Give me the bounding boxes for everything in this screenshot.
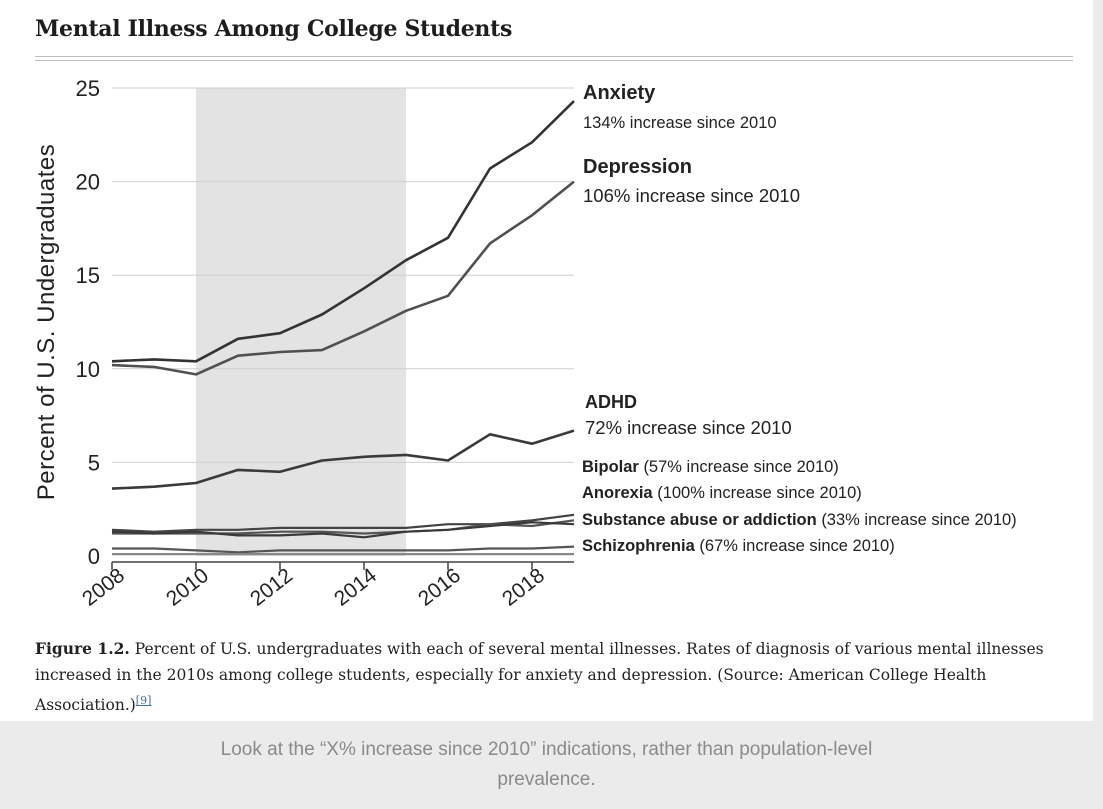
figure-card: Mental Illness Among College Students 0 5…: [0, 0, 1093, 721]
citation-link[interactable]: [9]: [135, 694, 152, 707]
shaded-period: [196, 88, 406, 556]
title-divider: [35, 56, 1073, 61]
y-tick-label: 15: [76, 263, 100, 288]
series-label-substance: Substance abuse or addiction (33% increa…: [582, 511, 1017, 529]
reader-note: Look at the “X% increase since 2010” ind…: [0, 735, 1093, 795]
y-tick-label: 0: [88, 544, 100, 569]
x-tick-label: 2016: [414, 564, 465, 611]
series-line-adhd: [111, 429, 575, 490]
x-tick-label: 2012: [246, 564, 297, 611]
series-label-adhd: ADHD: [585, 392, 637, 412]
series-line-depression: [111, 180, 575, 376]
series-label-depression: Depression: [583, 156, 692, 178]
series-annotation-anxiety: 134% increase since 2010: [583, 114, 777, 132]
caption-label: Figure 1.2.: [35, 639, 130, 658]
page-title: Mental Illness Among College Students: [35, 16, 513, 42]
y-tick-label: 20: [76, 170, 100, 195]
x-tick-label: 2010: [162, 564, 213, 611]
figure-caption: Figure 1.2. Percent of U.S. undergraduat…: [35, 636, 1065, 718]
series-label-anorexia: Anorexia (100% increase since 2010): [582, 484, 862, 502]
series-line-substance-abuse-or-addiction: [111, 521, 575, 539]
reader-note-text: Look at the “X% increase since 2010” ind…: [220, 739, 873, 790]
line-chart: 0 5 10 15 20 25 2008 2010 2012 2014 2016 2018 Perc…: [33, 76, 1017, 611]
y-tick-label: 10: [76, 357, 100, 382]
series-annotation-depression: 106% increase since 2010: [583, 185, 800, 206]
series-label-bipolar: Bipolar (57% increase since 2010): [582, 458, 839, 476]
series-line-schizophrenia: [112, 545, 575, 554]
x-tick-label: 2014: [330, 564, 381, 611]
series-line-anxiety: [111, 100, 575, 363]
y-axis-label: Percent of U.S. Undergraduates: [33, 144, 60, 501]
series-label-anxiety: Anxiety: [583, 82, 656, 104]
series-annotation-adhd: 72% increase since 2010: [585, 417, 792, 438]
x-tick-label: 2008: [78, 564, 129, 611]
y-tick-label: 25: [76, 76, 100, 101]
series-label-schizophrenia: Schizophrenia (67% increase since 2010): [582, 537, 895, 555]
y-tick-label: 5: [88, 450, 100, 475]
caption-text: Percent of U.S. undergraduates with each…: [35, 640, 1044, 715]
x-tick-label: 2018: [498, 564, 549, 611]
